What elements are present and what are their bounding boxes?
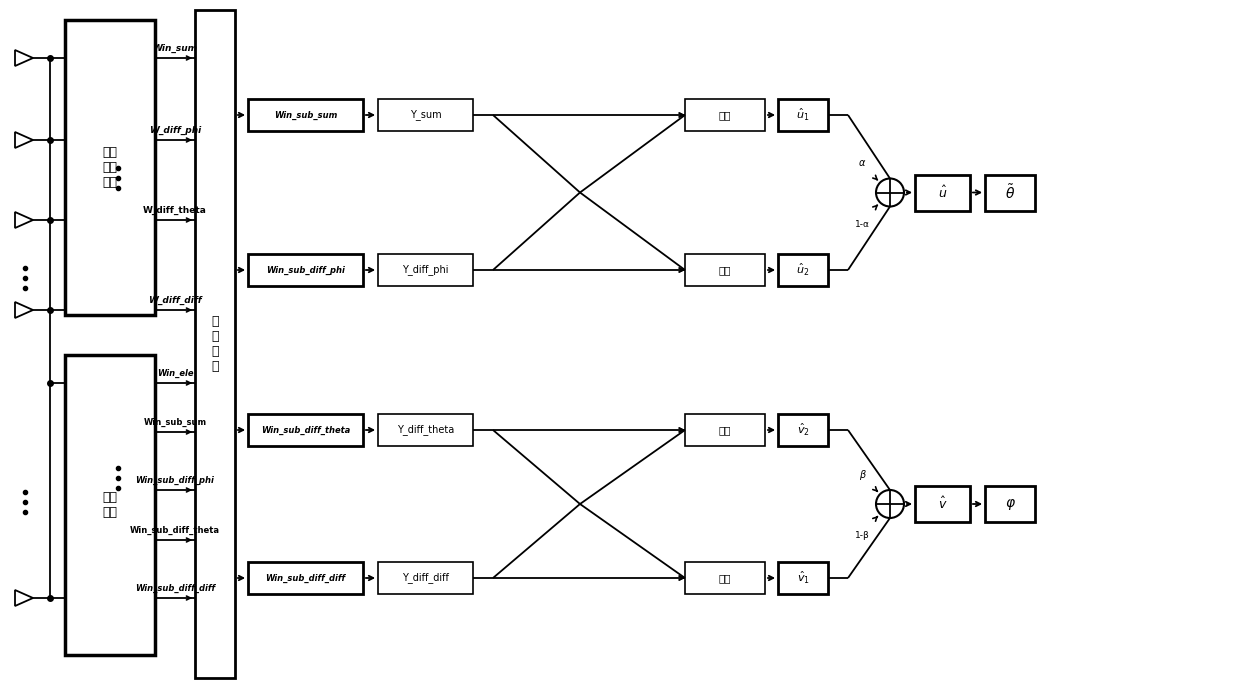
Text: Win_sub_diff_phi: Win_sub_diff_phi xyxy=(135,475,215,484)
Bar xyxy=(378,99,472,131)
Bar xyxy=(777,414,828,446)
Text: 比信: 比信 xyxy=(719,110,732,120)
Bar xyxy=(915,486,970,522)
Text: $\hat{u}_1$: $\hat{u}_1$ xyxy=(796,107,810,123)
Text: 比符: 比符 xyxy=(719,573,732,583)
Text: 权
值
逼
近: 权 值 逼 近 xyxy=(211,315,218,373)
Bar xyxy=(378,254,472,286)
Text: $\hat{u}_2$: $\hat{u}_2$ xyxy=(796,262,810,278)
Text: $\hat{v}$: $\hat{v}$ xyxy=(937,496,947,512)
Bar xyxy=(248,99,363,131)
Text: 1-α: 1-α xyxy=(854,220,869,229)
Bar xyxy=(684,562,765,594)
Bar xyxy=(195,10,236,678)
Bar xyxy=(684,99,765,131)
Text: Win_sub_diff_phi: Win_sub_diff_phi xyxy=(267,266,345,275)
Text: Win_sub_sum: Win_sub_sum xyxy=(274,111,337,120)
Bar xyxy=(777,99,828,131)
Text: $\hat{v}_1$: $\hat{v}_1$ xyxy=(796,570,810,586)
Bar xyxy=(684,414,765,446)
Text: Win_sum: Win_sum xyxy=(153,43,197,52)
Text: Win_sub_diff_diff: Win_sub_diff_diff xyxy=(135,583,215,592)
Text: 子阵
划分: 子阵 划分 xyxy=(103,491,118,519)
Bar xyxy=(248,254,363,286)
Text: 波束
形成
网络: 波束 形成 网络 xyxy=(103,146,118,189)
Bar xyxy=(378,414,472,446)
Text: W_diff_theta: W_diff_theta xyxy=(143,206,207,215)
Text: Win_sub_diff_theta: Win_sub_diff_theta xyxy=(260,425,350,435)
Text: 比値: 比値 xyxy=(719,425,732,435)
Text: Y_diff_phi: Y_diff_phi xyxy=(402,265,449,275)
Text: 1-β: 1-β xyxy=(854,532,869,541)
Text: $\hat{u}$: $\hat{u}$ xyxy=(937,184,947,200)
Text: $\tilde{\theta}$: $\tilde{\theta}$ xyxy=(1004,183,1016,202)
Bar xyxy=(248,414,363,446)
Bar xyxy=(64,355,155,655)
Text: Win_sub_diff_theta: Win_sub_diff_theta xyxy=(130,526,219,535)
Bar xyxy=(915,175,970,211)
Text: Win_sub_diff_diff: Win_sub_diff_diff xyxy=(265,573,346,583)
Bar xyxy=(378,562,472,594)
Text: Y_diff_diff: Y_diff_diff xyxy=(402,572,449,583)
Text: $\varphi$: $\varphi$ xyxy=(1004,497,1016,511)
Bar xyxy=(985,486,1035,522)
Text: Y_sum: Y_sum xyxy=(409,109,441,120)
Text: W_diff_diff: W_diff_diff xyxy=(149,295,202,305)
Bar xyxy=(684,254,765,286)
Text: W_diff_phi: W_diff_phi xyxy=(149,125,201,135)
Text: Win_sub_sum: Win_sub_sum xyxy=(144,418,207,427)
Bar xyxy=(248,562,363,594)
Bar xyxy=(777,254,828,286)
Text: $\hat{v}_2$: $\hat{v}_2$ xyxy=(796,422,810,438)
Bar xyxy=(64,20,155,315)
Text: β: β xyxy=(859,470,866,480)
Text: Win_ele: Win_ele xyxy=(156,369,193,378)
Bar xyxy=(777,562,828,594)
Bar xyxy=(985,175,1035,211)
Text: 比信: 比信 xyxy=(719,265,732,275)
Text: α: α xyxy=(859,158,866,169)
Text: Y_diff_theta: Y_diff_theta xyxy=(397,424,454,436)
